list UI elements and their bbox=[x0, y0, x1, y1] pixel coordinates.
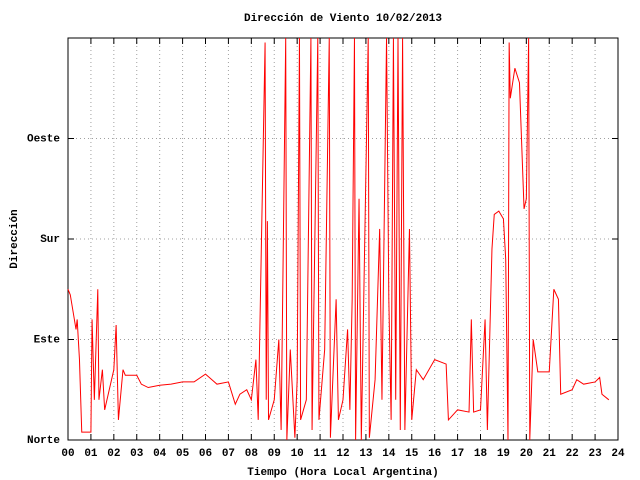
x-tick-label: 01 bbox=[84, 448, 98, 460]
x-tick-label: 19 bbox=[497, 448, 510, 460]
x-tick-label: 24 bbox=[611, 448, 625, 460]
x-tick-label: 20 bbox=[520, 448, 533, 460]
x-axis-label: Tiempo (Hora Local Argentina) bbox=[247, 467, 438, 479]
y-tick-label: Norte bbox=[27, 435, 60, 447]
x-tick-label: 18 bbox=[474, 448, 488, 460]
x-tick-label: 17 bbox=[451, 448, 464, 460]
x-tick-label: 21 bbox=[543, 448, 557, 460]
x-tick-label: 06 bbox=[199, 448, 212, 460]
x-tick-label: 00 bbox=[61, 448, 74, 460]
x-tick-label: 14 bbox=[382, 448, 396, 460]
plot-frame bbox=[67, 37, 619, 441]
x-tick-label: 09 bbox=[268, 448, 281, 460]
x-tick-label: 08 bbox=[245, 448, 259, 460]
x-tick-label: 23 bbox=[588, 448, 602, 460]
x-tick-label: 11 bbox=[313, 448, 327, 460]
y-tick-label: Oeste bbox=[27, 133, 60, 145]
x-tick-label: 16 bbox=[428, 448, 441, 460]
data-line bbox=[67, 37, 610, 441]
y-tick-label: Sur bbox=[40, 234, 60, 246]
y-tick-label: Este bbox=[34, 334, 61, 346]
x-tick-label: 04 bbox=[153, 448, 167, 460]
x-tick-label: 05 bbox=[176, 448, 190, 460]
x-tick-label: 22 bbox=[566, 448, 579, 460]
x-tick-label: 02 bbox=[107, 448, 120, 460]
chart-title: Dirección de Viento 10/02/2013 bbox=[244, 13, 442, 25]
x-tick-label: 10 bbox=[291, 448, 304, 460]
x-tick-label: 13 bbox=[359, 448, 373, 460]
x-tick-label: 12 bbox=[336, 448, 349, 460]
x-tick-label: 15 bbox=[405, 448, 419, 460]
y-axis-label: Dirección bbox=[9, 209, 21, 268]
x-tick-label: 07 bbox=[222, 448, 235, 460]
x-tick-label: 03 bbox=[130, 448, 144, 460]
